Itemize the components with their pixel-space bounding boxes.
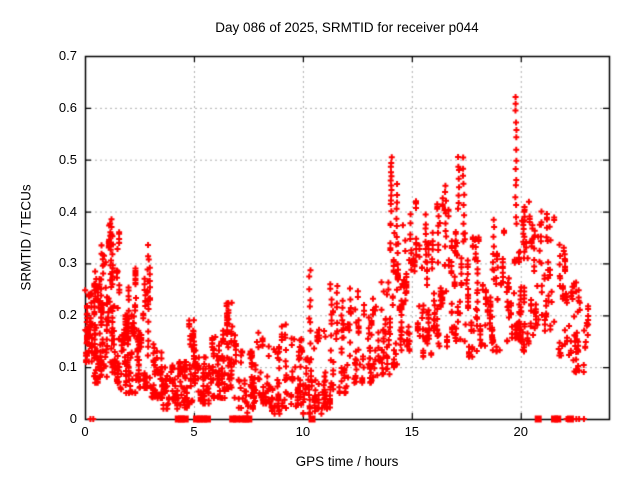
x-tick-label: 0 — [81, 424, 89, 439]
y-axis-label: SRMTID / TECUs — [18, 184, 34, 291]
x-tick-label: 5 — [190, 424, 198, 439]
x-tick-label: 10 — [295, 424, 311, 439]
y-tick-label: 0.7 — [58, 48, 77, 63]
y-tick-label: 0.5 — [58, 151, 77, 167]
x-tick-label: 20 — [513, 424, 528, 439]
x-axis-label: GPS time / hours — [295, 454, 399, 469]
x-tick-label: 15 — [404, 424, 420, 439]
y-tick-label: 0.3 — [58, 255, 77, 271]
y-tick-label: 0.6 — [58, 99, 77, 115]
y-tick-label: 0.1 — [58, 359, 77, 375]
y-tick-label: 0.2 — [58, 307, 77, 323]
chart-title: Day 086 of 2025, SRMTID for receiver p04… — [215, 20, 479, 35]
y-tick-label: 0.4 — [58, 203, 77, 219]
y-tick-label: 0 — [69, 411, 77, 426]
